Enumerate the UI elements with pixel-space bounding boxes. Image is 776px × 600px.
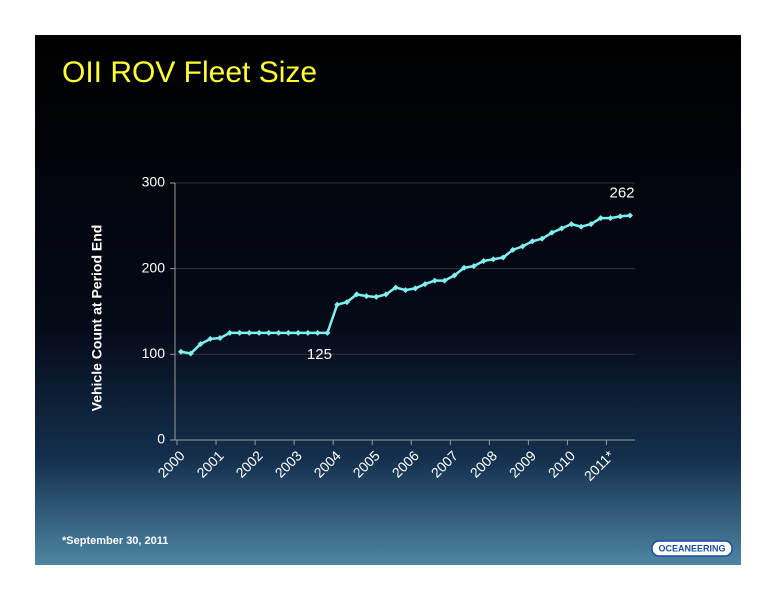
data-point bbox=[422, 281, 429, 288]
data-point bbox=[236, 329, 243, 336]
data-point bbox=[275, 329, 282, 336]
data-point bbox=[178, 348, 184, 355]
y-tick-label: 300 bbox=[142, 174, 166, 190]
data-point bbox=[548, 229, 555, 236]
data-point bbox=[343, 299, 350, 306]
data-point bbox=[373, 293, 380, 300]
data-point bbox=[382, 291, 389, 298]
data-label: 125 bbox=[307, 346, 332, 363]
data-point bbox=[578, 223, 585, 230]
data-point bbox=[568, 221, 575, 228]
data-point bbox=[617, 213, 624, 220]
logo-badge bbox=[651, 540, 733, 557]
data-point bbox=[539, 235, 546, 242]
data-point bbox=[509, 246, 516, 253]
data-point bbox=[256, 329, 263, 336]
data-point bbox=[558, 225, 565, 232]
y-axis-label: Vehicle Count at Period End bbox=[89, 225, 105, 412]
footnote: *September 30, 2011 bbox=[62, 535, 168, 547]
data-point bbox=[295, 329, 302, 336]
data-point bbox=[324, 329, 331, 336]
data-point bbox=[217, 335, 224, 342]
data-point bbox=[392, 284, 399, 291]
data-point bbox=[587, 221, 594, 228]
data-point bbox=[519, 243, 526, 250]
y-tick-label: 0 bbox=[157, 431, 165, 447]
data-point bbox=[353, 291, 360, 298]
data-point bbox=[451, 272, 458, 279]
slide-background bbox=[35, 35, 741, 565]
data-point bbox=[607, 215, 614, 222]
data-point bbox=[470, 263, 477, 270]
y-tick-label: 100 bbox=[142, 345, 166, 361]
data-point bbox=[187, 350, 194, 357]
data-point bbox=[285, 329, 292, 336]
data-point bbox=[314, 329, 321, 336]
data-point bbox=[529, 238, 536, 245]
data-point bbox=[431, 277, 438, 284]
data-point bbox=[597, 215, 604, 222]
data-point bbox=[480, 257, 487, 264]
data-point bbox=[265, 329, 272, 336]
data-point bbox=[363, 293, 370, 300]
data-point bbox=[334, 301, 341, 308]
logo: OCEANEERING bbox=[658, 543, 725, 553]
slide-title: OII ROV Fleet Size bbox=[62, 56, 317, 89]
data-point bbox=[402, 287, 409, 294]
data-point bbox=[500, 254, 507, 261]
data-point bbox=[490, 256, 497, 263]
data-point bbox=[461, 264, 468, 271]
data-point bbox=[627, 212, 633, 219]
data-point bbox=[441, 277, 448, 284]
data-point bbox=[226, 329, 233, 336]
data-point bbox=[197, 341, 204, 348]
y-tick-label: 200 bbox=[142, 259, 166, 275]
data-point bbox=[207, 335, 214, 342]
data-point bbox=[304, 329, 311, 336]
data-point bbox=[412, 285, 419, 292]
data-point bbox=[246, 329, 253, 336]
data-label: 262 bbox=[609, 185, 634, 202]
